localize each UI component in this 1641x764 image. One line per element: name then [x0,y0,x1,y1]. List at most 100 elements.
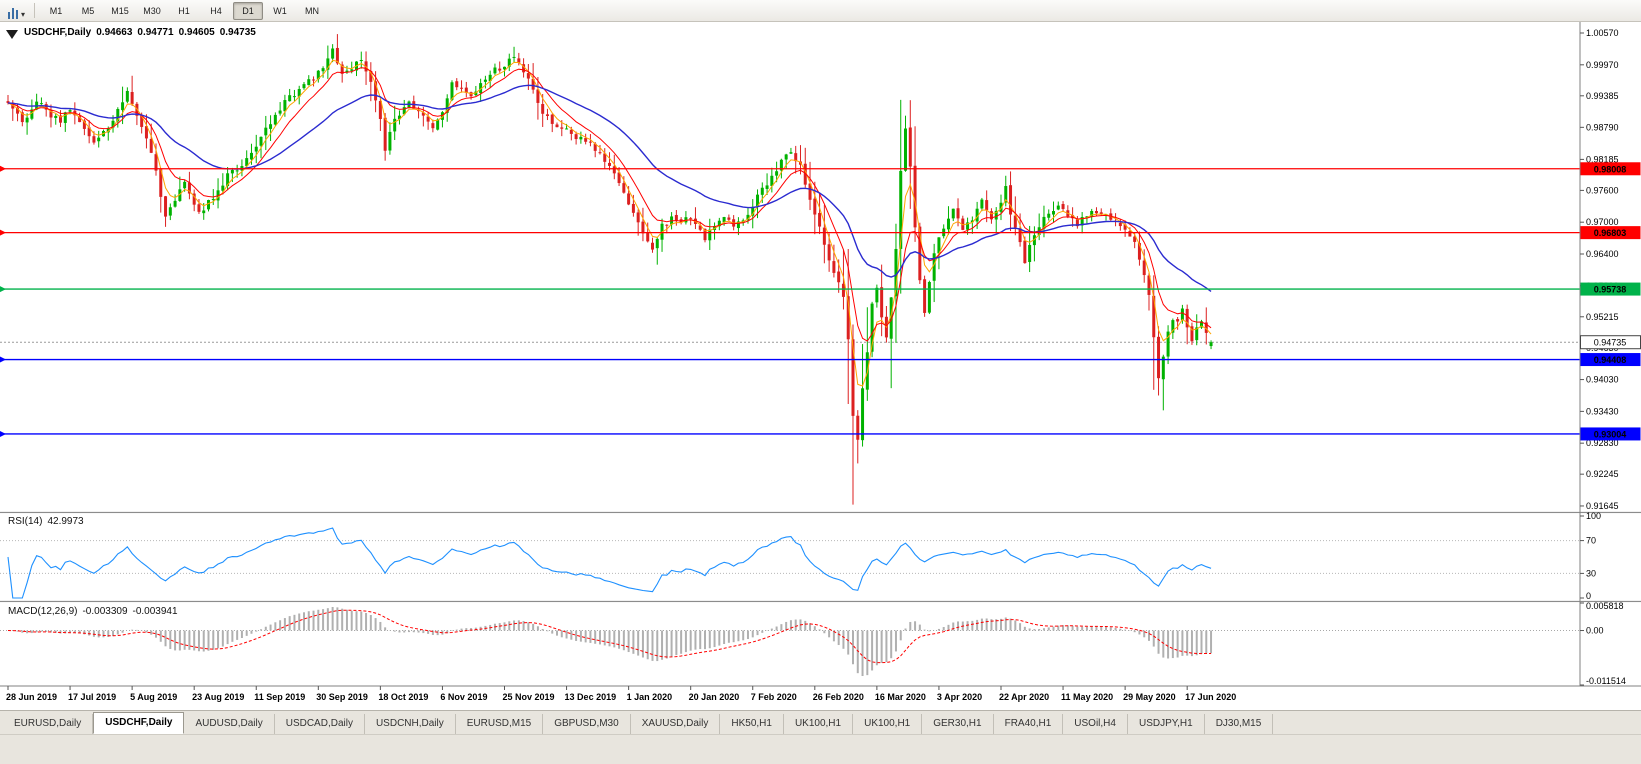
svg-text:17 Jul 2019: 17 Jul 2019 [68,692,116,702]
svg-text:0.97600: 0.97600 [1586,185,1619,195]
svg-text:0.93430: 0.93430 [1586,406,1619,416]
timeframe-button-h4[interactable]: H4 [210,5,222,16]
chart-tab-dj30-m15[interactable]: DJ30,M15 [1205,714,1274,734]
svg-text:23 Aug 2019: 23 Aug 2019 [192,692,244,702]
line-left-marker [0,356,6,363]
svg-text:25 Nov 2019: 25 Nov 2019 [502,692,554,702]
chart-tabs-bar: EURUSD,Daily USDCHF,Daily AUDUSD,Daily USDC… [0,710,1641,734]
svg-text:70: 70 [1586,536,1596,546]
timeframe-toolbar: ▾ M1 M5 M15 M30 H1 H4 D1 W1 MN [0,0,1641,22]
chart-tab-usdcad-daily[interactable]: USDCAD,Daily [275,714,365,734]
svg-text:0.99385: 0.99385 [1586,91,1619,101]
svg-text:0.93004: 0.93004 [1594,429,1627,439]
svg-text:28 Jun 2019: 28 Jun 2019 [6,692,57,702]
svg-text:29 May 2020: 29 May 2020 [1123,692,1176,702]
chart-tab-usoil-h4[interactable]: USOil,H4 [1063,714,1128,734]
chart-icon [8,11,10,19]
chart-symbol-label: USDCHF,Daily [24,27,92,38]
price-badge [1580,226,1641,240]
svg-text:7 Feb 2020: 7 Feb 2020 [751,692,797,702]
svg-text:0.005818: 0.005818 [1586,601,1624,611]
svg-text:0: 0 [1586,591,1591,601]
chart-tab-usdchf-daily[interactable]: USDCHF,Daily [93,712,185,734]
line-left-marker [0,229,6,236]
price-badges: 0.98008 0.96803 0.95738 0.94408 0.93004 0.947… [1580,162,1641,441]
timeframe-buttons: M1 M5 M15 M30 H1 H4 D1 W1 MN [40,1,328,20]
macd-name: MACD(12,26,9) [8,606,78,617]
svg-text:6 Nov 2019: 6 Nov 2019 [440,692,487,702]
timeframe-button-m1[interactable]: M1 [49,5,63,16]
ohlc-low: 0.94605 [178,27,215,38]
chart-tab-ger30-h1[interactable]: GER30,H1 [922,714,994,734]
macd-signal-value: -0.003941 [132,606,178,617]
chart-area[interactable]: 1.00570 0.99970 0.99385 0.98790 0.98185 0.976… [0,22,1641,710]
timeframe-button-w1[interactable]: W1 [273,5,287,16]
timeframe-button-d1[interactable]: D1 [233,1,264,20]
timeframe-button-h1[interactable]: H1 [178,5,190,16]
svg-text:-0.011514: -0.011514 [1586,676,1626,686]
price-badge [1580,427,1641,441]
chart-tab-usdcnh-daily[interactable]: USDCNH,Daily [365,714,456,734]
rsi-indicator-label: RSI(14) 42.9973 [8,516,89,527]
toolbar-separator [34,3,36,18]
svg-text:26 Feb 2020: 26 Feb 2020 [813,692,864,702]
rsi-value: 42.9973 [47,516,84,527]
svg-text:0.94408: 0.94408 [1594,355,1627,365]
svg-text:0.98790: 0.98790 [1586,122,1619,132]
chart-tab-uk100-h1[interactable]: UK100,H1 [784,714,854,734]
svg-text:0.91645: 0.91645 [1586,501,1619,511]
chart-tab-eurusd-daily[interactable]: EURUSD,Daily [3,714,94,734]
line-left-marker [0,430,6,437]
chart-tab-usdjpy-h1[interactable]: USDJPY,H1 [1128,714,1205,734]
one-click-trading-arrow[interactable] [6,30,18,39]
svg-text:0.96400: 0.96400 [1586,249,1619,259]
svg-text:0.92830: 0.92830 [1586,438,1619,448]
time-axis[interactable]: 28 Jun 2019 17 Jul 2019 5 Aug 2019 23 Aug 2… [0,685,1641,702]
chart-tab-xauusd-daily[interactable]: XAUUSD,Daily [631,714,721,734]
svg-text:13 Dec 2019: 13 Dec 2019 [565,692,617,702]
svg-text:100: 100 [1586,511,1601,521]
horizontal-lines-layer[interactable] [0,165,1580,437]
timeframe-button-m5[interactable]: M5 [81,5,95,16]
ohlc-high: 0.94771 [137,27,174,38]
svg-text:3 Apr 2020: 3 Apr 2020 [937,692,982,702]
svg-text:11 May 2020: 11 May 2020 [1061,692,1113,702]
chart-tab-fra40-h1[interactable]: FRA40,H1 [994,714,1064,734]
svg-text:11 Sep 2019: 11 Sep 2019 [254,692,305,702]
svg-text:18 Oct 2019: 18 Oct 2019 [378,692,428,702]
svg-text:1.00570: 1.00570 [1586,28,1619,38]
ma-slow-line [7,84,1212,292]
chart-title-ohlc: USDCHF,Daily 0.94663 0.94771 0.94605 0.94735 [24,27,261,38]
svg-text:22 Apr 2020: 22 Apr 2020 [999,692,1049,702]
ohlc-open: 0.94663 [96,27,133,38]
svg-text:0.95215: 0.95215 [1586,312,1619,322]
svg-text:5 Aug 2019: 5 Aug 2019 [130,692,177,702]
timeframe-button-mn[interactable]: MN [305,5,320,16]
charts-toolbar-button[interactable]: ▾ [4,1,29,21]
svg-text:0.98008: 0.98008 [1594,164,1627,174]
chart-tab-eurusd-m15[interactable]: EURUSD,M15 [456,714,544,734]
rsi-panel: 100 70 30 0 [0,511,1601,601]
svg-text:17 Jun 2020: 17 Jun 2020 [1185,692,1236,702]
chart-tab-hk50-h1[interactable]: HK50,H1 [720,714,784,734]
price-badge [1580,162,1641,176]
chart-canvas[interactable]: 1.00570 0.99970 0.99385 0.98790 0.98185 0.976… [0,22,1641,710]
svg-text:1 Jan 2020: 1 Jan 2020 [627,692,673,702]
price-badge [1580,282,1641,296]
svg-text:0.96803: 0.96803 [1594,228,1627,238]
ma-mid-line [7,67,1212,342]
svg-text:30 Sep 2019: 30 Sep 2019 [316,692,368,702]
macd-indicator-label: MACD(12,26,9) -0.003309 -0.003941 [8,606,183,617]
timeframe-button-m30[interactable]: M30 [143,5,161,16]
chart-tab-audusd-daily[interactable]: AUDUSD,Daily [184,714,275,734]
chart-tab-uk100-h1[interactable]: UK100,H1 [853,714,923,734]
line-left-marker [0,286,6,293]
svg-text:0.99970: 0.99970 [1586,60,1619,70]
macd-main-value: -0.003309 [82,606,128,617]
chart-tab-gbpusd-m30[interactable]: GBPUSD,M30 [543,714,631,734]
timeframe-button-m15[interactable]: M15 [111,5,129,16]
price-badge [1580,353,1641,367]
chevron-down-icon: ▾ [21,9,26,19]
svg-text:20 Jan 2020: 20 Jan 2020 [689,692,740,702]
ma-fast-line [7,59,1212,387]
